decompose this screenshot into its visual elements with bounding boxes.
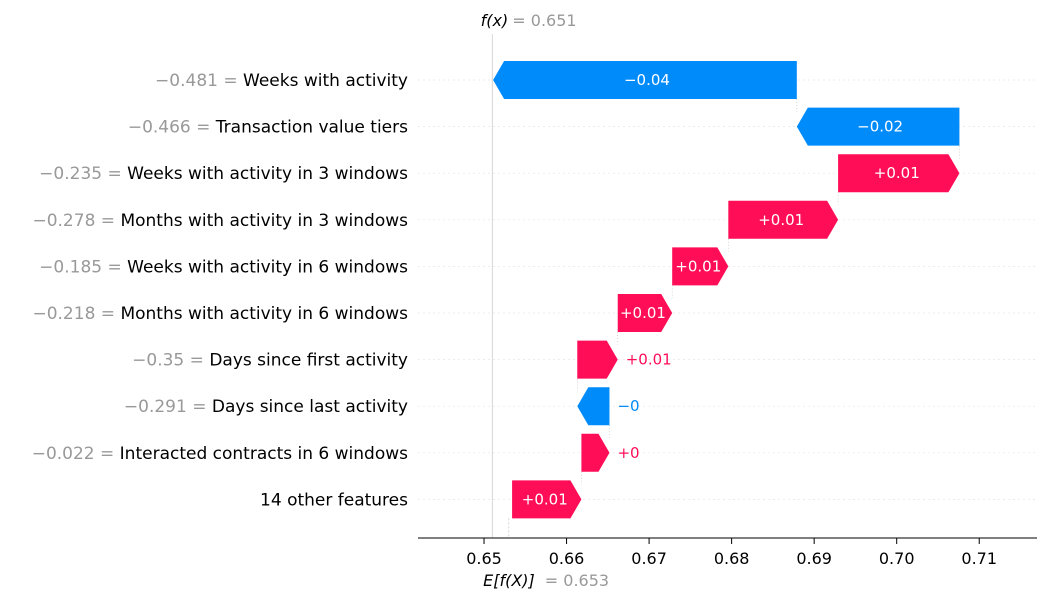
base-value-number: = 0.653 — [545, 571, 609, 590]
bar-value-label: +0.01 — [620, 304, 666, 322]
output-value-label: f(x) = 0.651 — [481, 11, 577, 30]
feature-name: Months with activity in 6 windows — [120, 304, 408, 324]
x-tick-label: 0.66 — [549, 549, 585, 568]
x-tick-label: 0.65 — [466, 549, 502, 568]
x-tick-label: 0.71 — [961, 549, 997, 568]
feature-label: −0.185 = Weeks with activity in 6 window… — [39, 257, 408, 277]
contribution-bar — [672, 247, 729, 286]
bar-value-label: −0 — [617, 397, 639, 415]
x-tick-label: 0.69 — [796, 549, 832, 568]
feature-value: −0.185 = — [39, 257, 127, 277]
feature-label: −0.466 = Transaction value tiers — [128, 118, 408, 138]
contribution-bar — [581, 433, 610, 472]
feature-name: Weeks with activity — [243, 71, 408, 91]
bar-value-label: +0 — [617, 444, 639, 462]
feature-label: −0.235 = Weeks with activity in 3 window… — [39, 164, 408, 184]
bar-value-label: +0.01 — [626, 351, 672, 369]
x-tick-label: 0.70 — [879, 549, 915, 568]
feature-label: −0.35 = Days since first activity — [132, 351, 408, 371]
feature-value: −0.466 = — [128, 118, 216, 138]
feature-name: Weeks with activity in 3 windows — [127, 164, 408, 184]
contribution-bar — [512, 480, 582, 519]
feature-labels: −0.481 = Weeks with activity −0.466 = Tra… — [32, 71, 408, 510]
feature-name: Days since first activity — [209, 351, 408, 371]
base-value-label: E[f(X)] = 0.653 — [483, 571, 609, 590]
bar-value-label: +0.01 — [675, 257, 721, 275]
bar-value-label: +0.01 — [758, 211, 804, 229]
feature-name: Transaction value tiers — [215, 118, 408, 138]
contribution-bars: −0.04 −0.02 +0.01 +0.01 +0.01 +0.01 +0.01 −0 +0 +… — [493, 61, 960, 519]
bar-value-label: +0.01 — [522, 490, 568, 508]
contribution-bar — [577, 387, 610, 426]
feature-name: Weeks with activity in 6 windows — [127, 257, 408, 277]
feature-value: −0.291 = — [124, 397, 212, 417]
feature-label: −0.278 = Months with activity in 3 windo… — [32, 211, 408, 231]
contribution-bar — [577, 340, 618, 379]
feature-value: −0.278 = — [32, 211, 120, 231]
output-value-expr: f(x) — [481, 11, 509, 30]
feature-label: 14 other features — [260, 490, 408, 510]
feature-label: −0.481 = Weeks with activity — [155, 71, 408, 91]
contribution-bar — [838, 154, 960, 193]
contribution-bar — [796, 107, 960, 146]
base-value-expr: E[f(X)] — [483, 571, 535, 590]
contribution-bar — [493, 61, 797, 99]
bar-value-label: +0.01 — [874, 164, 920, 182]
feature-value: −0.218 = — [32, 304, 120, 324]
feature-value: −0.35 = — [132, 351, 209, 371]
reference-lines — [491, 34, 960, 538]
feature-label: −0.218 = Months with activity in 6 windo… — [32, 304, 408, 324]
feature-label: −0.022 = Interacted contracts in 6 windo… — [32, 444, 408, 464]
feature-value: −0.481 = — [155, 71, 243, 91]
output-value-number: = 0.651 — [512, 11, 576, 30]
contribution-bar — [728, 200, 839, 239]
bar-value-label: −0.02 — [857, 118, 903, 136]
bar-value-label: −0.04 — [624, 71, 670, 89]
feature-value: −0.022 = — [32, 444, 120, 464]
feature-name: 14 other features — [260, 490, 408, 510]
feature-label: −0.291 = Days since last activity — [124, 397, 408, 417]
feature-value: −0.235 = — [39, 164, 127, 184]
x-tick-label: 0.67 — [631, 549, 667, 568]
feature-name: Months with activity in 3 windows — [120, 211, 408, 231]
x-tick-label: 0.68 — [714, 549, 750, 568]
x-axis-ticks: 0.65 0.66 0.67 0.68 0.69 0.70 0.71 — [466, 538, 997, 568]
feature-name: Interacted contracts in 6 windows — [120, 444, 408, 464]
contribution-bar — [617, 294, 673, 332]
feature-name: Days since last activity — [212, 397, 408, 417]
